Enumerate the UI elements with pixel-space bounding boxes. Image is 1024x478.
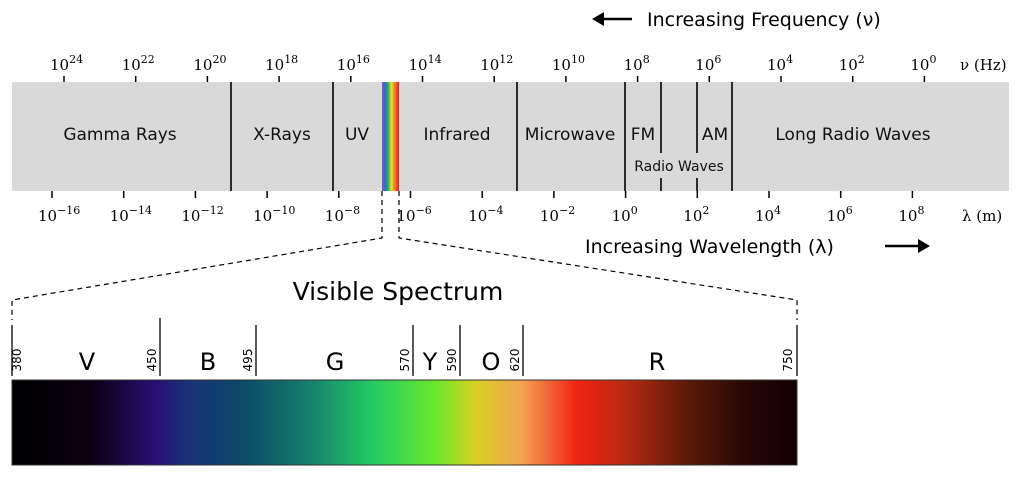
visible-spectrum-bar [11, 379, 798, 466]
wavelength-tick-label: 102 [683, 204, 709, 225]
frequency-axis: 1024 1022 1020 1018 1016 1014 1012 1010 108 106 10… [50, 53, 936, 82]
frequency-direction: Increasing Frequency (ν) [592, 9, 881, 31]
zoom-guides [11, 191, 798, 320]
visible-band-mini [382, 82, 399, 191]
visible-title: Visible Spectrum [293, 277, 504, 306]
visible-boundary-label: 380 [10, 349, 24, 372]
band-dividers [230, 82, 733, 191]
band-gamma: Gamma Rays [63, 125, 176, 145]
wavelength-tick-label: 10−2 [540, 204, 575, 225]
wavelength-tick-label: 106 [827, 204, 853, 225]
wavelength-tick-label: 104 [755, 204, 781, 225]
wavelength-tick-label: 108 [898, 204, 924, 225]
wavelength-tick-label: 100 [612, 204, 638, 225]
visible-boundary-label: 495 [241, 349, 255, 372]
color-green: G [326, 348, 345, 376]
frequency-tick-label: 1022 [122, 53, 155, 74]
visible-boundary-label: 570 [398, 349, 412, 372]
visible-boundary-label: 590 [445, 349, 459, 372]
frequency-tick-label: 1012 [480, 53, 513, 74]
frequency-tick-label: 1020 [193, 53, 226, 74]
frequency-tick-label: 1018 [265, 53, 298, 74]
frequency-tick-label: 1024 [50, 53, 83, 74]
frequency-tick-label: 104 [767, 53, 793, 74]
wavelength-tick-label: 10−14 [110, 204, 152, 225]
frequency-tick-label: 100 [910, 53, 936, 74]
wavelength-label: Increasing Wavelength (λ) [585, 236, 834, 258]
frequency-tick-label: 106 [695, 53, 721, 74]
band-radio: Radio Waves [634, 159, 724, 175]
frequency-label: Increasing Frequency (ν) [647, 9, 881, 31]
wavelength-unit: λ (m) [962, 207, 1002, 225]
band-microwave: Microwave [525, 125, 616, 145]
frequency-tick-label: 1010 [552, 53, 585, 74]
band-xray: X-Rays [253, 125, 311, 145]
wavelength-tick-label: 10−4 [468, 204, 503, 225]
color-red: R [649, 348, 666, 376]
wavelength-tick-label: 10−6 [397, 204, 432, 225]
frequency-unit: ν (Hz) [960, 56, 1007, 74]
wavelength-axis: 10−16 10−14 10−12 10−10 10−8 10−6 10−4 10−2 100 1… [38, 191, 924, 225]
left-arrow-icon [592, 12, 604, 26]
frequency-tick-label: 1014 [409, 53, 442, 74]
frequency-tick-label: 108 [624, 53, 650, 74]
visible-boundary-label: 450 [145, 349, 159, 372]
visible-boundaries: 380 450 495 570 590 620 750 [10, 318, 798, 376]
band-infrared: Infrared [423, 125, 490, 145]
wavelength-direction: Increasing Wavelength (λ) [585, 236, 930, 258]
band-fm: FM [631, 125, 655, 145]
band-uv: UV [345, 125, 369, 145]
wavelength-tick-label: 10−16 [38, 204, 80, 225]
right-arrow-icon [918, 239, 930, 253]
visible-boundary-label: 620 [508, 349, 522, 372]
color-violet: V [79, 348, 96, 376]
band-long-radio: Long Radio Waves [775, 125, 930, 145]
color-yellow: Y [422, 348, 438, 376]
wavelength-tick-label: 10−8 [325, 204, 360, 225]
frequency-tick-label: 1016 [337, 53, 370, 74]
frequency-tick-label: 102 [839, 53, 865, 74]
em-band [12, 82, 1009, 191]
visible-boundary-label: 750 [781, 349, 795, 372]
wavelength-tick-label: 10−12 [181, 204, 223, 225]
color-blue: B [200, 348, 216, 376]
band-am: AM [702, 125, 728, 145]
color-orange: O [482, 348, 501, 376]
wavelength-tick-label: 10−10 [253, 204, 295, 225]
